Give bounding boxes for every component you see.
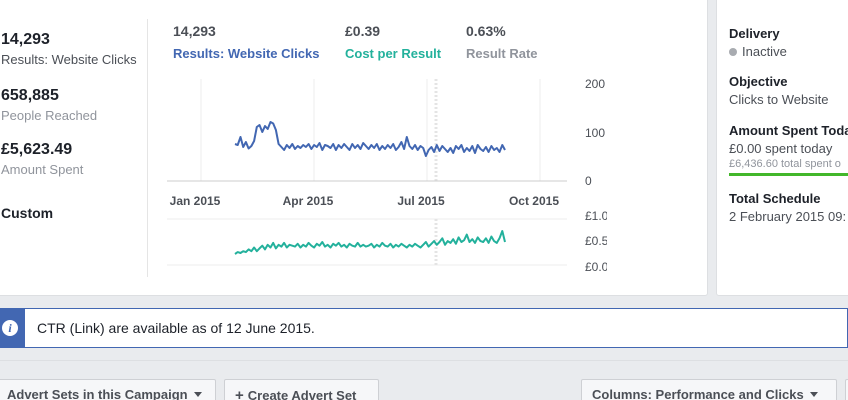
y-tick-050: £0.50 (585, 234, 607, 248)
metric-results-label: Results: Website Clicks (173, 46, 320, 61)
metric-rate-value: 0.63% (466, 23, 506, 39)
objective-value: Clicks to Website (729, 92, 829, 107)
info-notice: i CTR (Link) are available as of 12 June… (0, 308, 848, 348)
reach-label: People Reached (1, 108, 98, 123)
metric-cost[interactable]: £0.39 Cost per Result (345, 23, 441, 61)
chevron-down-icon (193, 392, 202, 397)
cost-y-ticks: £1.00 £0.50 £0.00 (585, 209, 607, 274)
y-tick-0: 0 (585, 174, 592, 188)
columns-label: Columns: Performance and Clicks (592, 387, 804, 400)
results-label: Results: Website Clicks (1, 52, 137, 67)
y-axis-ticks: 200 100 0 (585, 79, 605, 188)
campaign-overview-panel: 14,293 Results: Website Clicks 658,885 P… (0, 0, 708, 296)
spent-stat: £5,623.49 Amount Spent (1, 141, 83, 177)
schedule-value: 2 February 2015 09: (729, 209, 847, 224)
objective-heading: Objective (729, 74, 788, 89)
date-range-label[interactable]: Custom (1, 205, 54, 221)
spent-label: Amount Spent (1, 162, 84, 177)
metric-cost-value: £0.39 (345, 23, 381, 39)
plus-icon: + (235, 387, 244, 400)
spent-today-value: £0.00 spent today (729, 141, 833, 156)
chevron-down-icon (809, 392, 818, 397)
extra-toolbar-button[interactable] (845, 379, 848, 400)
spent-value: £5,623.49 (1, 141, 73, 158)
x-axis-ticks: Jan 2015 Apr 2015 Jul 2015 Oct 2015 (170, 194, 560, 208)
reach-value: 658,885 (1, 87, 59, 104)
results-value: 14,293 (1, 31, 50, 48)
series-line (234, 230, 506, 255)
metric-rate[interactable]: 0.63% Result Rate (466, 23, 538, 61)
divider (147, 19, 148, 277)
spent-today-heading: Amount Spent Toda (729, 123, 848, 138)
spend-progress-bar (729, 173, 848, 176)
x-tick-jan: Jan 2015 (170, 194, 221, 208)
x-tick-jul: Jul 2015 (397, 194, 445, 208)
results-chart (234, 121, 506, 157)
status-dot-icon (729, 48, 737, 56)
columns-dropdown[interactable]: Columns: Performance and Clicks (581, 379, 837, 400)
cost-chart-grid (167, 218, 567, 266)
info-icon: i (2, 320, 18, 336)
metric-rate-label: Result Rate (466, 46, 538, 61)
y-tick-000: £0.00 (585, 260, 607, 274)
schedule-heading: Total Schedule (729, 191, 821, 206)
divider (0, 360, 848, 361)
x-tick-apr: Apr 2015 (283, 194, 334, 208)
results-stat: 14,293 Results: Website Clicks (1, 31, 137, 67)
advert-sets-label: Advert Sets in this Campaign (7, 387, 188, 400)
x-tick-oct: Oct 2015 (509, 194, 559, 208)
metric-results-value: 14,293 (173, 23, 216, 39)
performance-charts: Jan 2015 Apr 2015 Jul 2015 Oct 2015 200 … (167, 79, 607, 274)
create-advert-set-button[interactable]: + Create Advert Set (224, 379, 379, 400)
total-spent-value: £6,436.60 total spent o (729, 158, 841, 170)
advert-sets-dropdown[interactable]: Advert Sets in this Campaign (0, 379, 216, 400)
info-icon-box: i (1, 309, 25, 347)
delivery-heading: Delivery (729, 26, 780, 41)
create-label: Create Advert Set (247, 388, 357, 400)
metric-cost-label: Cost per Result (345, 46, 442, 61)
y-tick-200: 200 (585, 79, 605, 91)
notice-message: CTR (Link) are available as of 12 June 2… (37, 320, 315, 336)
y-tick-1: £1.00 (585, 209, 607, 223)
cost-chart (234, 230, 506, 255)
series-line (234, 121, 506, 157)
reach-stat: 658,885 People Reached (1, 87, 97, 123)
results-chart-grid (167, 79, 567, 182)
campaign-details-panel: Delivery Inactive Objective Clicks to We… (716, 0, 848, 296)
y-tick-100: 100 (585, 126, 605, 140)
delivery-status: Inactive (729, 44, 787, 59)
metric-results[interactable]: 14,293 Results: Website Clicks (173, 23, 319, 61)
